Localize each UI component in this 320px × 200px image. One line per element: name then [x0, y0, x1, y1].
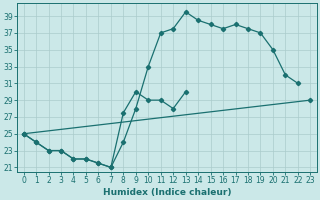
X-axis label: Humidex (Indice chaleur): Humidex (Indice chaleur): [103, 188, 231, 197]
